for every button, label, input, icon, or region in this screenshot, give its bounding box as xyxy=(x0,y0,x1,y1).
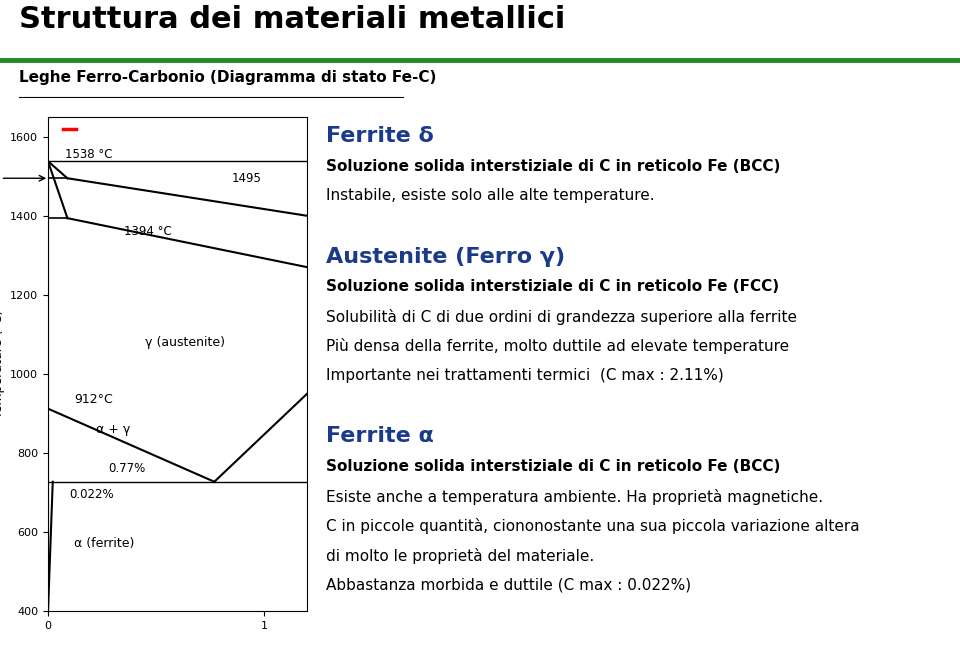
Text: Leghe Ferro-Carbonio (Diagramma di stato Fe-C): Leghe Ferro-Carbonio (Diagramma di stato… xyxy=(19,70,437,85)
Text: Austenite (Ferro γ): Austenite (Ferro γ) xyxy=(326,246,565,266)
Text: 1538 °C: 1538 °C xyxy=(65,148,112,161)
Text: 1394 °C: 1394 °C xyxy=(124,225,171,238)
Text: 0.77%: 0.77% xyxy=(108,462,146,474)
Text: 1495: 1495 xyxy=(231,172,261,185)
Text: α (ferrite): α (ferrite) xyxy=(74,538,134,551)
Text: Ferrite δ: Ferrite δ xyxy=(326,126,434,146)
Text: Soluzione solida interstiziale di C in reticolo Fe (FCC): Soluzione solida interstiziale di C in r… xyxy=(326,280,780,294)
Text: Esiste anche a temperatura ambiente. Ha proprietà magnetiche.: Esiste anche a temperatura ambiente. Ha … xyxy=(326,489,824,504)
Text: α + γ: α + γ xyxy=(96,422,130,436)
Text: Instabile, esiste solo alle alte temperature.: Instabile, esiste solo alle alte tempera… xyxy=(326,188,655,203)
Text: Abbastanza morbida e duttile (C max : 0.022%): Abbastanza morbida e duttile (C max : 0.… xyxy=(326,577,691,593)
Text: 912°C: 912°C xyxy=(74,393,112,406)
Text: Soluzione solida interstiziale di C in reticolo Fe (BCC): Soluzione solida interstiziale di C in r… xyxy=(326,159,780,174)
Text: Struttura dei materiali metallici: Struttura dei materiali metallici xyxy=(19,5,565,34)
Text: Più densa della ferrite, molto duttile ad elevate temperature: Più densa della ferrite, molto duttile a… xyxy=(326,339,789,354)
Text: Importante nei trattamenti termici  (C max : 2.11%): Importante nei trattamenti termici (C ma… xyxy=(326,368,724,383)
Text: 0.022%: 0.022% xyxy=(69,489,114,502)
Text: γ (austenite): γ (austenite) xyxy=(145,336,226,349)
Text: Soluzione solida interstiziale di C in reticolo Fe (BCC): Soluzione solida interstiziale di C in r… xyxy=(326,459,780,474)
Text: di molto le proprietà del materiale.: di molto le proprietà del materiale. xyxy=(326,548,594,564)
Text: Solubilità di C di due ordini di grandezza superiore alla ferrite: Solubilità di C di due ordini di grandez… xyxy=(326,309,798,325)
Text: Ferrite α: Ferrite α xyxy=(326,426,434,447)
Text: C in piccole quantità, ciononostante una sua piccola variazione altera: C in piccole quantità, ciononostante una… xyxy=(326,518,860,534)
Y-axis label: Temperature (°C): Temperature (°C) xyxy=(0,310,5,418)
